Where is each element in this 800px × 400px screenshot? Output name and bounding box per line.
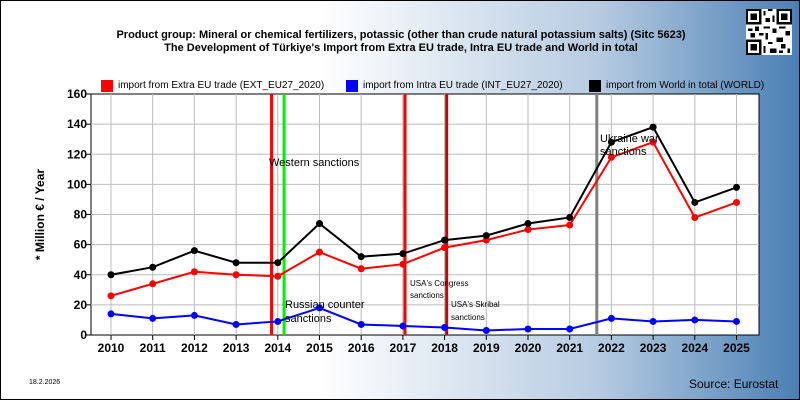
data-point [357, 265, 365, 273]
annotation-usa-skribal-line2: sanctions [451, 313, 485, 322]
y-tick-label: 140 [67, 117, 87, 131]
source-label: Source: Eurostat [689, 377, 779, 391]
chart-subtitle: The Development of Türkiye's Import from… [164, 42, 638, 54]
data-point [232, 320, 240, 328]
data-point [107, 271, 115, 279]
data-point [733, 198, 740, 206]
data-point [691, 214, 699, 222]
chart-title: Product group: Mineral or chemical ferti… [116, 29, 686, 41]
y-tick-label: 100 [67, 177, 87, 191]
data-point [399, 250, 407, 258]
data-point [274, 259, 282, 267]
legend-label-world: import from World in total (WORLD) [606, 80, 765, 91]
annotation-ukraine-war-line1: Ukraine war [600, 133, 659, 145]
x-tick-label: 2012 [181, 341, 208, 355]
annotation-usa-congress-line2: sanctions [410, 291, 444, 300]
x-tick-label: 2010 [98, 341, 125, 355]
annotation-usa-skribal-line1: USA's Skribal [451, 300, 500, 309]
data-point [441, 244, 449, 252]
data-point [607, 138, 615, 146]
x-tick-label: 2021 [556, 341, 583, 355]
data-point [316, 304, 323, 312]
legend-label-intra-eu: import from Intra EU trade (INT_EU27_202… [363, 80, 563, 91]
data-point [316, 220, 323, 228]
data-point [232, 271, 240, 279]
x-tick-label: 2016 [348, 341, 375, 355]
y-tick-label: 160 [67, 87, 87, 101]
data-point [524, 220, 532, 228]
data-point [107, 310, 115, 318]
data-point [190, 311, 198, 319]
legend-swatch-world [589, 80, 601, 92]
data-point [357, 253, 365, 261]
y-tick-label: 80 [74, 208, 88, 222]
data-point [149, 263, 157, 271]
annotation-russian-counter-line1: Russian counter [285, 299, 365, 311]
y-tick-label: 0 [80, 328, 87, 342]
x-tick-label: 2020 [515, 341, 542, 355]
data-point [566, 214, 574, 222]
y-axis-label: * Million € / Year [33, 169, 47, 260]
x-tick-label: 2017 [390, 341, 417, 355]
data-point [649, 123, 657, 131]
annotation-russian-counter-line2: sanctions [285, 313, 332, 325]
qr-code-icon [746, 9, 792, 55]
data-point [232, 259, 240, 267]
x-tick-label: 2018 [431, 341, 458, 355]
annotation-western-sanctions: Western sanctions [269, 157, 360, 169]
annotation-ukraine-war-line2: sanctions [600, 146, 647, 158]
data-point [607, 153, 615, 161]
data-point [274, 317, 282, 325]
data-point [149, 314, 157, 322]
data-point [691, 198, 699, 206]
data-point [482, 232, 490, 240]
data-point [107, 292, 115, 300]
legend-swatch-intra-eu [346, 80, 358, 92]
data-point [733, 317, 740, 325]
data-point [316, 248, 323, 256]
x-tick-label: 2019 [473, 341, 500, 355]
series-line-0 [110, 140, 737, 297]
data-point [399, 322, 407, 330]
data-point [190, 268, 198, 276]
data-point [566, 221, 574, 229]
x-tick-label: 2015 [306, 341, 333, 355]
data-point [357, 320, 365, 328]
data-point [441, 236, 449, 244]
x-tick-label: 2014 [264, 341, 291, 355]
y-tick-label: 60 [74, 238, 88, 252]
data-point [524, 325, 532, 333]
data-point [399, 260, 407, 268]
y-tick-label: 40 [74, 268, 88, 282]
data-point [190, 247, 198, 255]
data-point [649, 317, 657, 325]
data-point [274, 272, 282, 280]
series-line-2 [110, 125, 737, 276]
data-point [566, 325, 574, 333]
data-point [691, 316, 699, 324]
data-point [607, 314, 615, 322]
date-stamp: 18.2.2026 [29, 379, 61, 386]
data-point [649, 138, 657, 146]
data-point [524, 226, 532, 234]
x-tick-label: 2022 [598, 341, 625, 355]
y-tick-label: 120 [67, 147, 87, 161]
x-tick-label: 2023 [640, 341, 667, 355]
annotation-usa-congress-line1: USA's Congress [410, 279, 468, 288]
y-tick-label: 20 [74, 298, 88, 312]
x-tick-label: 2025 [723, 341, 750, 355]
data-point [149, 280, 157, 288]
data-point [441, 323, 449, 331]
legend-swatch-extra-eu [101, 80, 113, 92]
x-tick-label: 2011 [140, 341, 166, 355]
legend-label-extra-eu: import from Extra EU trade (EXT_EU27_202… [118, 80, 325, 91]
x-tick-label: 2013 [223, 341, 250, 355]
x-tick-label: 2024 [681, 341, 708, 355]
series-line-1 [110, 306, 737, 332]
data-point [733, 183, 740, 191]
data-point [482, 326, 490, 334]
